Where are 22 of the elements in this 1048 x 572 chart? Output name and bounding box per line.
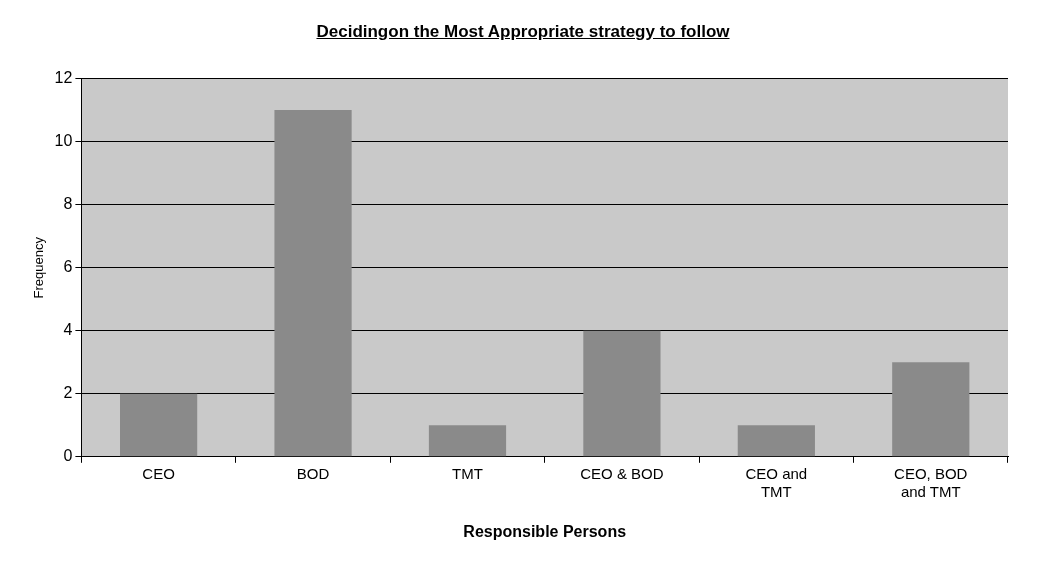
x-tick-label: CEO & BOD xyxy=(580,464,664,482)
x-axis-title: Responsible Persons xyxy=(463,522,627,540)
y-tick-label: 6 xyxy=(63,258,73,276)
y-tick-label: 12 xyxy=(54,69,73,87)
bar xyxy=(583,330,661,457)
y-axis-title: Frequency xyxy=(31,236,47,299)
y-tick-label: 0 xyxy=(63,447,73,465)
bar xyxy=(274,110,352,457)
x-tick-label: BOD xyxy=(296,464,330,482)
x-tick-label: CEO xyxy=(142,464,175,482)
x-tick-label: TMT xyxy=(452,464,483,482)
y-tick-label: 10 xyxy=(54,132,73,150)
y-tick-label: 8 xyxy=(63,195,73,213)
y-tick-label: 4 xyxy=(63,321,73,339)
bar xyxy=(737,425,815,457)
chart-title: Decidingon the Most Appropriate strategy to follow xyxy=(315,21,731,43)
bar xyxy=(892,362,970,457)
x-tick-label: CEO and TMT xyxy=(745,464,808,500)
x-tick-label: CEO, BOD and TMT xyxy=(894,464,968,500)
y-tick-label: 2 xyxy=(63,384,73,402)
bar xyxy=(120,393,198,457)
bar xyxy=(428,425,507,457)
